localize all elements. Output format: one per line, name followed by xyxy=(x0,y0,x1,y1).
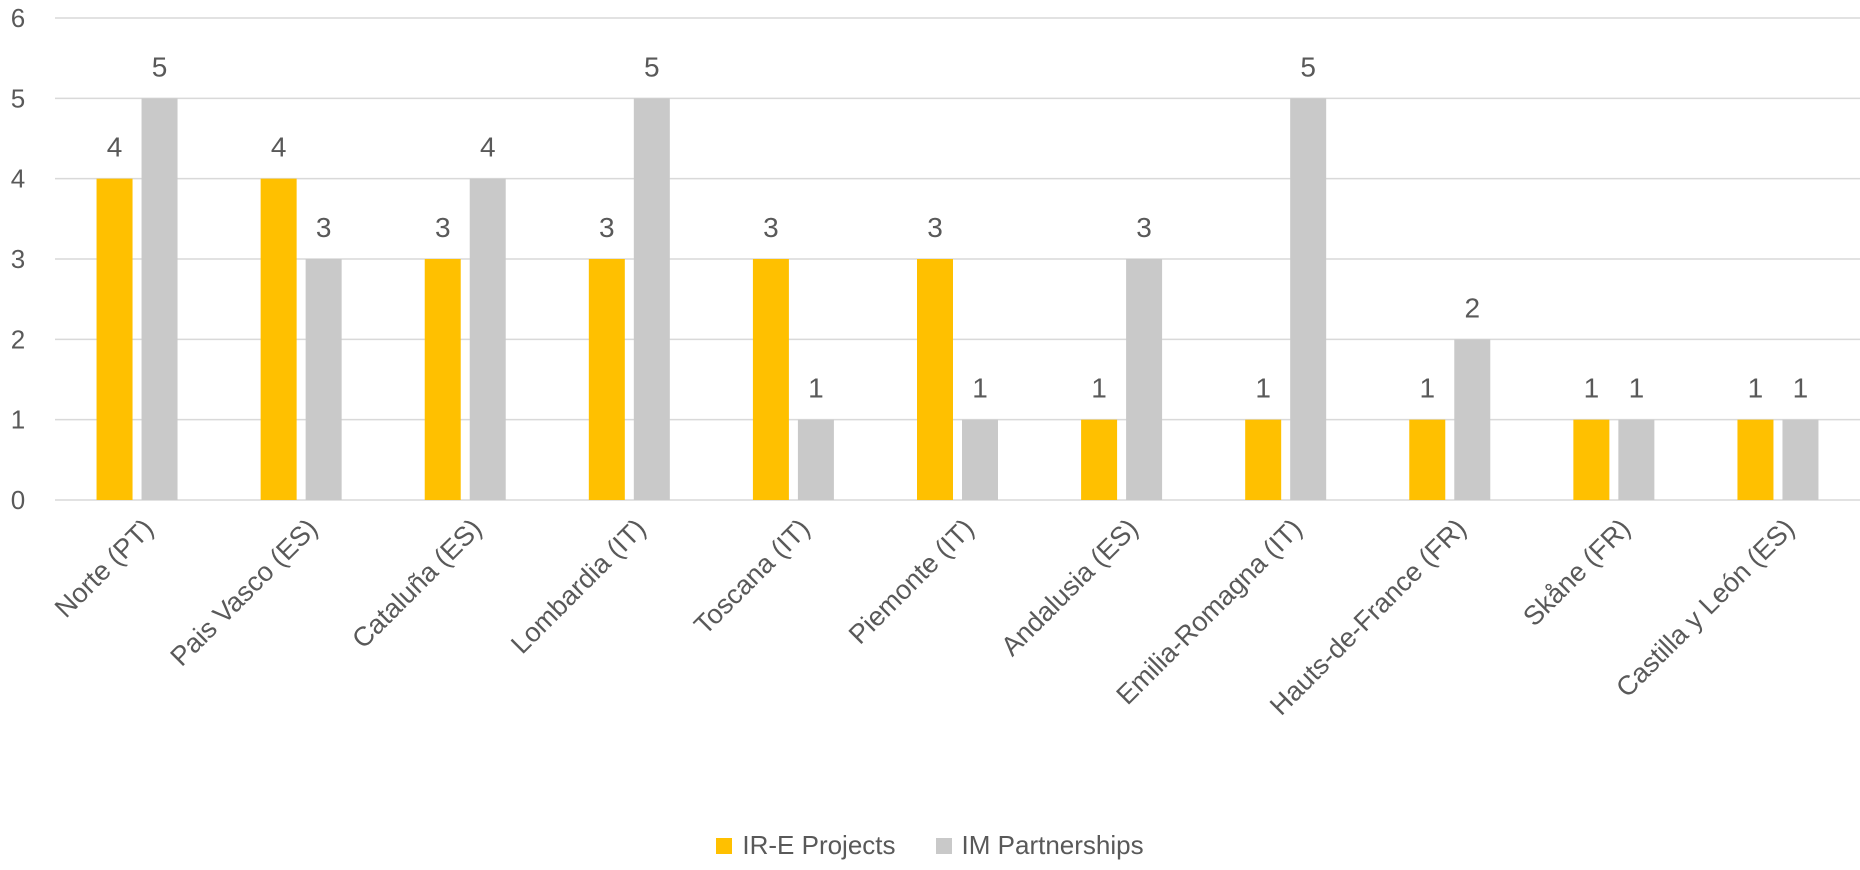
data-label: 4 xyxy=(271,132,287,163)
legend-label-series-1: IM Partnerships xyxy=(961,830,1144,860)
data-label: 1 xyxy=(1748,373,1764,404)
bar-series-0 xyxy=(1573,419,1610,500)
data-label: 2 xyxy=(1464,292,1480,323)
bar-series-1 xyxy=(1290,98,1327,500)
data-label: 3 xyxy=(927,212,943,243)
y-tick-label: 2 xyxy=(11,324,25,354)
bar-series-0 xyxy=(588,259,625,500)
data-label: 3 xyxy=(1136,212,1152,243)
bar-series-1 xyxy=(1126,259,1163,500)
data-label: 4 xyxy=(107,132,123,163)
data-label: 5 xyxy=(1300,51,1316,82)
bar-series-0 xyxy=(260,178,297,500)
legend-label-series-0: IR-E Projects xyxy=(742,830,896,860)
data-label: 5 xyxy=(152,51,168,82)
y-tick-label: 3 xyxy=(11,244,25,274)
bar-series-1 xyxy=(1782,419,1819,500)
bar-series-0 xyxy=(1245,419,1282,500)
data-label: 1 xyxy=(972,373,988,404)
bar-series-1 xyxy=(305,259,342,500)
bar-series-0 xyxy=(1081,419,1118,500)
legend-item-series-1: IM Partnerships xyxy=(935,830,1144,861)
bar-series-1 xyxy=(797,419,834,500)
y-tick-label: 4 xyxy=(11,164,25,194)
data-label: 3 xyxy=(763,212,779,243)
x-tick-label: Lombardia (IT) xyxy=(505,513,651,659)
bar-series-0 xyxy=(96,178,133,500)
bar-series-1 xyxy=(469,178,506,500)
bar-chart: 0 1 2 3 4 5 6 4 5 Norte (PT) 4 3 Pais Vasco (ES) 3 4 Ca… xyxy=(11,3,1860,721)
data-label: 1 xyxy=(1793,373,1809,404)
legend: IR-E Projects IM Partnerships xyxy=(0,830,1860,861)
x-tick-label: Toscana (IT) xyxy=(688,513,815,640)
x-tick-label: Pais Vasco (ES) xyxy=(165,513,324,672)
bar-series-0 xyxy=(917,259,953,500)
legend-swatch-series-1 xyxy=(935,837,952,854)
data-label: 5 xyxy=(644,51,660,82)
data-label: 1 xyxy=(1091,373,1107,404)
bar-series-0 xyxy=(1409,419,1446,500)
bar-series-1 xyxy=(633,98,670,500)
x-tick-label: Cataluña (ES) xyxy=(346,513,487,654)
data-label: 3 xyxy=(435,212,451,243)
data-label: 1 xyxy=(1584,373,1600,404)
data-label: 3 xyxy=(599,212,615,243)
bar-series-0 xyxy=(752,259,789,500)
bar-series-1 xyxy=(962,419,998,500)
data-label: 1 xyxy=(808,373,824,404)
data-label: 1 xyxy=(1419,373,1435,404)
x-tick-label: Emilia-Romagna (IT) xyxy=(1111,513,1308,710)
data-label: 1 xyxy=(1255,373,1271,404)
y-tick-label: 5 xyxy=(11,83,25,113)
legend-swatch-series-0 xyxy=(716,837,733,854)
bar-series-0 xyxy=(424,259,461,500)
legend-item-series-0: IR-E Projects xyxy=(716,830,896,861)
data-label: 3 xyxy=(316,212,332,243)
x-tick-label: Castilla y León (ES) xyxy=(1610,513,1800,703)
y-tick-label: 1 xyxy=(11,405,25,435)
bar-series-1 xyxy=(1618,419,1655,500)
x-tick-label: Piemonte (IT) xyxy=(843,513,980,650)
bar-series-1 xyxy=(141,98,178,500)
y-tick-label: 0 xyxy=(11,485,25,515)
y-tick-label: 6 xyxy=(11,3,25,33)
data-label: 1 xyxy=(1629,373,1645,404)
x-tick-label: Norte (PT) xyxy=(49,513,159,623)
bar-series-0 xyxy=(1737,419,1774,500)
bar-series-1 xyxy=(1454,339,1491,500)
x-tick-label: Skåne (FR) xyxy=(1517,513,1636,632)
x-tick-label: Andalusia (ES) xyxy=(995,513,1144,662)
data-label: 4 xyxy=(480,132,496,163)
